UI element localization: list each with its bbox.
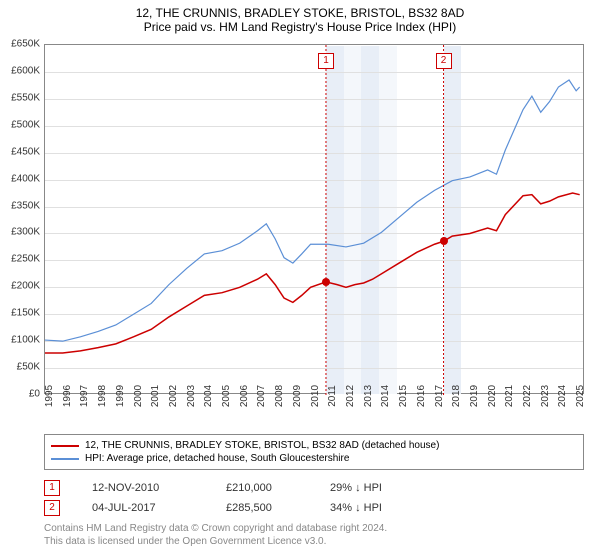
legend-swatch bbox=[51, 445, 79, 447]
x-axis-label: 2006 bbox=[239, 385, 250, 407]
y-axis-label: £400K bbox=[0, 173, 40, 184]
sale-row: 2 04-JUL-2017 £285,500 34% ↓ HPI bbox=[44, 498, 584, 518]
y-axis-label: £350K bbox=[0, 200, 40, 211]
legend-item: HPI: Average price, detached house, Sout… bbox=[51, 452, 577, 465]
y-axis-label: £200K bbox=[0, 281, 40, 292]
x-axis-label: 2003 bbox=[186, 385, 197, 407]
x-axis-label: 2002 bbox=[168, 385, 179, 407]
legend-item: 12, THE CRUNNIS, BRADLEY STOKE, BRISTOL,… bbox=[51, 439, 577, 452]
sale-date: 12-NOV-2010 bbox=[92, 482, 202, 494]
sale-marker-badge: 2 bbox=[436, 53, 452, 69]
x-axis-label: 2008 bbox=[274, 385, 285, 407]
x-axis-label: 2019 bbox=[469, 385, 480, 407]
sales-table: 1 12-NOV-2010 £210,000 29% ↓ HPI 2 04-JUL-201… bbox=[44, 478, 584, 518]
legend-label: 12, THE CRUNNIS, BRADLEY STOKE, BRISTOL,… bbox=[85, 440, 439, 451]
x-axis-label: 2020 bbox=[487, 385, 498, 407]
series-property bbox=[45, 193, 580, 353]
sale-point bbox=[440, 237, 448, 245]
x-axis-label: 2024 bbox=[557, 385, 568, 407]
x-axis-label: 2004 bbox=[203, 385, 214, 407]
x-axis-label: 2010 bbox=[310, 385, 321, 407]
y-axis-label: £0 bbox=[0, 389, 40, 400]
sale-change: 29% ↓ HPI bbox=[330, 482, 430, 494]
x-axis-label: 2025 bbox=[575, 385, 586, 407]
x-axis-label: 1999 bbox=[115, 385, 126, 407]
x-axis-label: 2018 bbox=[451, 385, 462, 407]
plot-region: 12 bbox=[44, 44, 584, 394]
y-axis-label: £250K bbox=[0, 254, 40, 265]
y-axis-label: £50K bbox=[0, 362, 40, 373]
sale-date: 04-JUL-2017 bbox=[92, 502, 202, 514]
x-axis-label: 2021 bbox=[504, 385, 515, 407]
sale-point bbox=[322, 278, 330, 286]
x-axis-label: 1995 bbox=[44, 385, 55, 407]
legend-label: HPI: Average price, detached house, Sout… bbox=[85, 453, 349, 464]
legend-swatch bbox=[51, 458, 79, 460]
x-axis-label: 1998 bbox=[97, 385, 108, 407]
x-axis-label: 2009 bbox=[292, 385, 303, 407]
x-axis-label: 2023 bbox=[540, 385, 551, 407]
x-axis-label: 2015 bbox=[398, 385, 409, 407]
sale-row: 1 12-NOV-2010 £210,000 29% ↓ HPI bbox=[44, 478, 584, 498]
sale-price: £285,500 bbox=[226, 502, 306, 514]
series-hpi bbox=[45, 80, 580, 341]
x-axis-label: 2001 bbox=[150, 385, 161, 407]
footer-line-2: This data is licensed under the Open Gov… bbox=[44, 535, 584, 548]
x-axis-label: 2007 bbox=[256, 385, 267, 407]
x-axis-label: 2013 bbox=[363, 385, 374, 407]
footer-attribution: Contains HM Land Registry data © Crown c… bbox=[44, 522, 584, 548]
legend: 12, THE CRUNNIS, BRADLEY STOKE, BRISTOL,… bbox=[44, 434, 584, 470]
sale-marker-badge: 1 bbox=[318, 53, 334, 69]
x-axis-label: 1996 bbox=[62, 385, 73, 407]
sale-index-badge: 2 bbox=[44, 500, 60, 516]
x-axis-label: 2014 bbox=[380, 385, 391, 407]
x-axis-label: 2005 bbox=[221, 385, 232, 407]
y-axis-label: £500K bbox=[0, 119, 40, 130]
x-axis-label: 2000 bbox=[133, 385, 144, 407]
y-axis-label: £300K bbox=[0, 227, 40, 238]
chart-subtitle: Price paid vs. HM Land Registry's House … bbox=[0, 20, 600, 38]
y-axis-label: £100K bbox=[0, 335, 40, 346]
x-axis-label: 1997 bbox=[79, 385, 90, 407]
x-axis-label: 2011 bbox=[327, 385, 338, 407]
sale-change: 34% ↓ HPI bbox=[330, 502, 430, 514]
y-axis-label: £600K bbox=[0, 65, 40, 76]
footer-line-1: Contains HM Land Registry data © Crown c… bbox=[44, 522, 584, 535]
series-lines bbox=[45, 45, 585, 395]
x-axis-label: 2016 bbox=[416, 385, 427, 407]
sale-index-badge: 1 bbox=[44, 480, 60, 496]
chart-container: 12, THE CRUNNIS, BRADLEY STOKE, BRISTOL,… bbox=[0, 0, 600, 560]
y-axis-label: £450K bbox=[0, 146, 40, 157]
chart-area: 12 £0£50K£100K£150K£200K£250K£300K£350K£… bbox=[44, 44, 584, 394]
x-axis-label: 2012 bbox=[345, 385, 356, 407]
sale-price: £210,000 bbox=[226, 482, 306, 494]
y-axis-label: £150K bbox=[0, 308, 40, 319]
x-axis-label: 2017 bbox=[434, 385, 445, 407]
x-axis-label: 2022 bbox=[522, 385, 533, 407]
y-axis-label: £550K bbox=[0, 92, 40, 103]
y-axis-label: £650K bbox=[0, 39, 40, 50]
chart-title: 12, THE CRUNNIS, BRADLEY STOKE, BRISTOL,… bbox=[0, 0, 600, 20]
